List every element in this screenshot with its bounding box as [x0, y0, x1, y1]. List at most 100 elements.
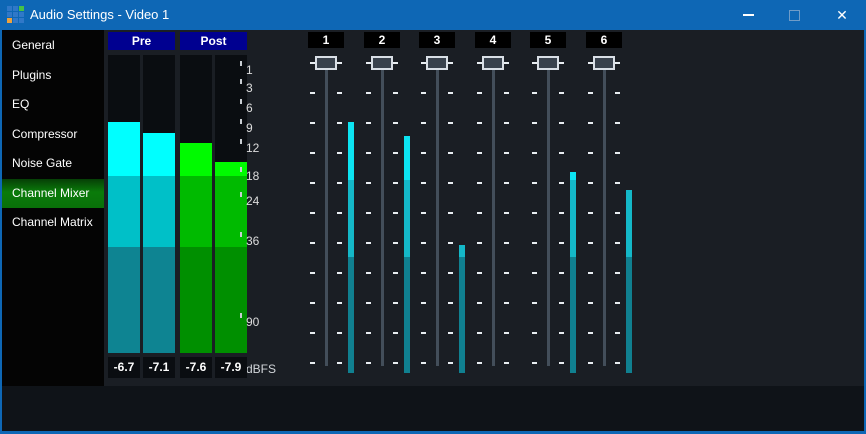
channel-5-meter-segment: [570, 172, 576, 180]
channel-2-meter-segment: [404, 180, 410, 257]
channel-3-fader-track[interactable]: [436, 62, 439, 366]
fader-tick: [559, 152, 564, 154]
sidebar-item-compressor[interactable]: Compressor: [2, 120, 104, 149]
fader-tick: [393, 362, 398, 364]
minimize-button[interactable]: [726, 0, 771, 30]
channel-1-meter-segment: [348, 180, 354, 257]
fader-tick: [448, 272, 453, 274]
pre-meter-1-segment: [143, 176, 175, 247]
fader-tick: [559, 92, 564, 94]
post-meter-2-segment: [180, 143, 212, 176]
fader-tick: [588, 242, 593, 244]
db-scale-label-24: 24: [246, 193, 259, 209]
fader-tick: [532, 122, 537, 124]
fader-tick: [615, 92, 620, 94]
channel-6-header: 6: [586, 32, 622, 48]
fader-tick: [337, 242, 342, 244]
sidebar-item-plugins[interactable]: Plugins: [2, 61, 104, 90]
fader-tick: [448, 152, 453, 154]
fader-tick: [504, 152, 509, 154]
pre-meter-0-segment: [108, 176, 140, 247]
fader-tick: [310, 122, 315, 124]
close-icon: ✕: [836, 7, 848, 24]
channel-4-fader-track[interactable]: [492, 62, 495, 366]
audio-settings-window: Audio Settings - Video 1 ✕ GeneralPlugin…: [0, 0, 866, 434]
fader-tick: [366, 332, 371, 334]
fader-tick: [448, 122, 453, 124]
channel-5-fader-handle[interactable]: [537, 56, 559, 70]
channel-3-header: 3: [419, 32, 455, 48]
fader-tick: [310, 212, 315, 214]
fader-tick: [366, 92, 371, 94]
pre-meter-0-segment: [108, 122, 140, 176]
db-scale-tick-18: [240, 167, 242, 172]
fader-tick: [448, 242, 453, 244]
fader-tick: [393, 62, 398, 64]
fader-tick: [393, 152, 398, 154]
fader-tick: [588, 212, 593, 214]
channel-2-fader-handle[interactable]: [371, 56, 393, 70]
sidebar-item-eq[interactable]: EQ: [2, 90, 104, 119]
fader-tick: [477, 362, 482, 364]
fader-tick: [477, 212, 482, 214]
fader-tick: [366, 182, 371, 184]
channel-4-fader-handle[interactable]: [482, 56, 504, 70]
fader-tick: [615, 302, 620, 304]
fader-tick: [559, 62, 564, 64]
sidebar-item-general[interactable]: General: [2, 31, 104, 60]
channel-1-meter-segment: [348, 257, 354, 373]
maximize-button[interactable]: [772, 0, 817, 30]
fader-tick: [504, 362, 509, 364]
window-title: Audio Settings - Video 1: [30, 0, 169, 30]
fader-tick: [504, 242, 509, 244]
channel-6-fader-track[interactable]: [603, 62, 606, 366]
post-meter-3-segment: [215, 247, 247, 353]
sidebar-item-channel-matrix[interactable]: Channel Matrix: [2, 208, 104, 237]
app-icon: [7, 6, 24, 23]
post-meter-2-segment: [180, 176, 212, 247]
post-meter-3-segment: [215, 176, 247, 247]
channel-1-fader-handle[interactable]: [315, 56, 337, 70]
maximize-icon: [789, 10, 800, 21]
channel-6-meter-segment: [626, 257, 632, 373]
channel-2-fader-track[interactable]: [381, 62, 384, 366]
post-meter-2-segment: [180, 247, 212, 353]
titlebar[interactable]: Audio Settings - Video 1 ✕: [0, 0, 866, 30]
channel-3-fader-handle[interactable]: [426, 56, 448, 70]
fader-tick: [559, 182, 564, 184]
fader-tick: [448, 362, 453, 364]
fader-tick: [366, 242, 371, 244]
fader-tick: [559, 332, 564, 334]
pre-meter-0-segment: [108, 247, 140, 353]
fader-tick: [337, 182, 342, 184]
fader-tick: [337, 332, 342, 334]
fader-tick: [337, 302, 342, 304]
channel-2-meter-segment: [404, 257, 410, 373]
sidebar-item-noise-gate[interactable]: Noise Gate: [2, 149, 104, 178]
footer-bar: Close: [2, 386, 864, 431]
fader-tick: [532, 332, 537, 334]
db-scale-tick-90: [240, 313, 242, 318]
sidebar-item-channel-mixer[interactable]: Channel Mixer: [2, 179, 104, 208]
fader-tick: [421, 212, 426, 214]
close-window-button[interactable]: ✕: [818, 0, 866, 30]
channel-5-fader-track[interactable]: [547, 62, 550, 366]
channel-1-fader-track[interactable]: [325, 62, 328, 366]
fader-tick: [366, 302, 371, 304]
fader-tick: [477, 122, 482, 124]
fader-tick: [448, 212, 453, 214]
channel-2-meter-segment: [404, 136, 410, 180]
fader-tick: [421, 302, 426, 304]
fader-tick: [393, 182, 398, 184]
pre-meter-1-segment: [143, 247, 175, 353]
minimize-icon: [743, 14, 754, 16]
channel-6-fader-handle[interactable]: [593, 56, 615, 70]
db-scale-label-1: 1: [246, 62, 253, 78]
fader-tick: [393, 272, 398, 274]
fader-tick: [366, 122, 371, 124]
post-meter-readout: -7.9: [215, 357, 247, 378]
fader-tick: [504, 302, 509, 304]
fader-tick: [393, 242, 398, 244]
db-scale-tick-36: [240, 232, 242, 237]
fader-tick: [448, 62, 453, 64]
